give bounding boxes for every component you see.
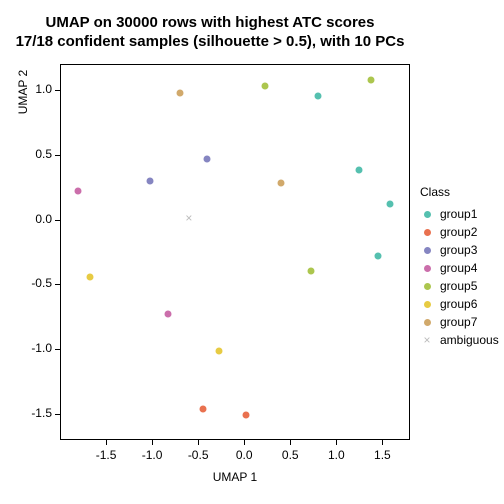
legend-swatch-group5: [420, 279, 434, 293]
legend-swatch-group3: [420, 243, 434, 257]
y-tick-mark: [55, 90, 60, 91]
x-tick-mark: [336, 440, 337, 445]
x-tick-mark: [244, 440, 245, 445]
legend-swatch-group1: [420, 207, 434, 221]
chart-title: UMAP on 30000 rows with highest ATC scor…: [0, 14, 420, 52]
legend-title: Class: [420, 185, 499, 199]
x-tick-label: -1.5: [86, 448, 126, 462]
x-tick-mark: [106, 440, 107, 445]
y-tick-mark: [55, 220, 60, 221]
y-tick-mark: [55, 284, 60, 285]
data-point-group3: [204, 155, 211, 162]
x-tick-label: -0.5: [178, 448, 218, 462]
y-tick-label: 0.5: [16, 147, 52, 161]
legend-label: group4: [440, 261, 477, 275]
x-tick-mark: [152, 440, 153, 445]
legend-item-ambiguous: × ambiguous: [420, 331, 499, 349]
legend-label: group2: [440, 225, 477, 239]
data-point-group6: [87, 273, 94, 280]
x-tick-mark: [198, 440, 199, 445]
x-tick-label: 1.0: [316, 448, 356, 462]
y-tick-label: 1.0: [16, 82, 52, 96]
legend-swatch-ambiguous: ×: [420, 333, 434, 347]
legend-label: group5: [440, 279, 477, 293]
data-point-group1: [386, 201, 393, 208]
data-point-group4: [75, 188, 82, 195]
plot-area: [60, 64, 410, 440]
x-tick-label: -1.0: [132, 448, 172, 462]
legend-swatch-group2: [420, 225, 434, 239]
legend-swatch-group4: [420, 261, 434, 275]
chart-title-line2: 17/18 confident samples (silhouette > 0.…: [0, 33, 420, 52]
data-point-group7: [278, 180, 285, 187]
legend-item-group5: group5: [420, 277, 499, 295]
data-point-group5: [308, 268, 315, 275]
legend-item-group7: group7: [420, 313, 499, 331]
data-point-group7: [176, 89, 183, 96]
legend: Class group1group2group3group4group5grou…: [420, 185, 499, 349]
chart-title-line1: UMAP on 30000 rows with highest ATC scor…: [0, 14, 420, 33]
y-tick-mark: [55, 155, 60, 156]
data-point-group3: [147, 177, 154, 184]
data-point-group1: [314, 93, 321, 100]
y-tick-label: -1.0: [16, 341, 52, 355]
legend-item-group4: group4: [420, 259, 499, 277]
legend-label: ambiguous: [440, 333, 499, 347]
data-point-group4: [164, 311, 171, 318]
umap-scatter-figure: UMAP on 30000 rows with highest ATC scor…: [0, 0, 504, 504]
y-tick-mark: [55, 349, 60, 350]
legend-item-group2: group2: [420, 223, 499, 241]
legend-swatch-group6: [420, 297, 434, 311]
data-point-group6: [216, 347, 223, 354]
x-tick-label: 1.5: [362, 448, 402, 462]
x-axis-label: UMAP 1: [60, 470, 410, 484]
y-tick-label: -0.5: [16, 276, 52, 290]
legend-label: group1: [440, 207, 477, 221]
data-point-group2: [243, 412, 250, 419]
x-tick-mark: [290, 440, 291, 445]
data-point-group1: [374, 252, 381, 259]
legend-item-group1: group1: [420, 205, 499, 223]
data-point-ambiguous: ×: [185, 212, 192, 224]
x-tick-label: 0.5: [270, 448, 310, 462]
data-point-group1: [356, 167, 363, 174]
legend-item-group6: group6: [420, 295, 499, 313]
legend-label: group7: [440, 315, 477, 329]
x-tick-mark: [382, 440, 383, 445]
legend-label: group3: [440, 243, 477, 257]
y-axis-label: UMAP 2: [16, 0, 30, 280]
legend-swatch-group7: [420, 315, 434, 329]
y-tick-label: -1.5: [16, 406, 52, 420]
data-point-group2: [199, 405, 206, 412]
legend-item-group3: group3: [420, 241, 499, 259]
legend-label: group6: [440, 297, 477, 311]
y-tick-mark: [55, 414, 60, 415]
data-point-group5: [368, 76, 375, 83]
x-tick-label: 0.0: [224, 448, 264, 462]
legend-items: group1 group2 group3 group4 group5 group6 grou…: [420, 205, 499, 349]
y-tick-label: 0.0: [16, 212, 52, 226]
data-point-group5: [262, 83, 269, 90]
